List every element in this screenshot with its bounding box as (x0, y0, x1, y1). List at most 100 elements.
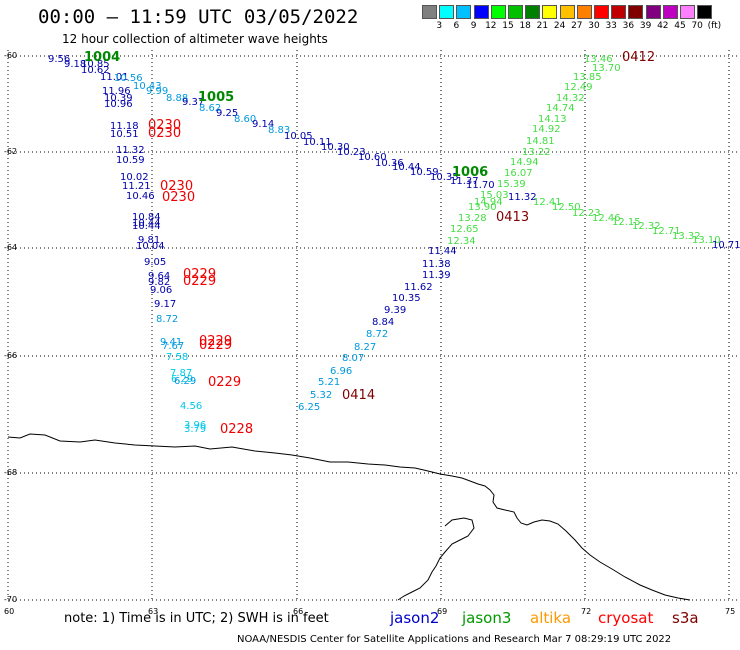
jason3-value-label: 10.59 (410, 167, 439, 178)
color-swatch (628, 5, 644, 19)
cryosat-time-label: 0229 (183, 267, 216, 282)
s3a-value-label: 14.74 (546, 103, 575, 114)
jason3-value-label: 11.01 (100, 72, 129, 83)
s3a-value-label: 6.96 (330, 366, 352, 377)
cryosat-value-label: 10.44 (132, 218, 161, 229)
color-scale-label: 6 (453, 21, 460, 31)
s3a-value-label: 12.46 (592, 213, 621, 224)
cryosat-time-label: 0230 (160, 179, 193, 194)
color-scale-label: 3 (436, 21, 443, 31)
jason3-value-label: 9.18 (64, 59, 86, 70)
color-scale-label: 36 (622, 21, 635, 31)
color-swatch (697, 5, 713, 19)
legend-jason3: jason3 (462, 609, 512, 627)
cryosat-value-label: 11.21 (122, 181, 151, 192)
s3a-value-label: 11.39 (422, 270, 451, 281)
s3a-value-label: 14.92 (532, 124, 561, 135)
color-swatch (456, 5, 472, 19)
cryosat-value-label: 7.87 (170, 368, 192, 379)
cryosat-value-label: 9.82 (148, 277, 170, 288)
jason3-value-label: 8.83 (268, 125, 290, 136)
s3a-value-label: 12.71 (652, 226, 681, 237)
jason3-value-label: 10.35 (430, 172, 459, 183)
color-swatch (559, 5, 575, 19)
s3a-value-label: 12.49 (564, 82, 593, 93)
cryosat-value-label: 8.72 (156, 314, 178, 325)
coastline-inlet-path (397, 517, 475, 601)
cryosat-time-label: 0229 (199, 338, 232, 353)
jason3-value-label: 10.23 (337, 147, 366, 158)
cryosat-time-label: 0230 (162, 190, 195, 205)
color-scale-label: 27 (571, 21, 583, 31)
latitude-label: -66 (4, 351, 17, 360)
jason3-value-label: 9.99 (146, 86, 168, 97)
jason3-time-label: 1006 (452, 165, 488, 180)
color-swatch (508, 5, 523, 19)
jason3-time-label: 1004 (84, 50, 120, 65)
color-swatch (611, 5, 627, 19)
latitude-label: -62 (4, 147, 17, 156)
latitude-label: -68 (4, 468, 17, 477)
color-swatch (525, 5, 541, 19)
color-scale-label: 12 (485, 21, 497, 31)
footer-note: note: 1) Time is in UTC; 2) SWH is in fe… (64, 611, 329, 626)
jason3-value-label: 11.32 (508, 192, 537, 203)
s3a-value-label: 13.70 (592, 63, 621, 74)
s3a-value-label: 10.71 (712, 240, 740, 251)
s3a-value-label: 11.38 (422, 259, 451, 270)
jason3-value-label: 10.96 (104, 99, 133, 110)
cryosat-time-label: 0228 (220, 422, 253, 437)
coastline (7, 433, 691, 601)
s3a-value-label: 12.41 (533, 197, 562, 208)
jason3-value-label: 10.85 (81, 59, 110, 70)
color-swatch (576, 5, 592, 19)
color-scale-label: 33 (605, 21, 617, 31)
s3a-value-label: 9.39 (384, 305, 406, 316)
s3a-value-label: 5.21 (318, 377, 340, 388)
jason3-value-label: 9.25 (216, 108, 238, 119)
s3a-time-label: 0413 (496, 210, 529, 225)
color-scale-label: 45 (674, 21, 686, 31)
color-scale-label: 30 (588, 21, 600, 31)
s3a-value-label: 13.32 (672, 231, 701, 242)
cryosat-time-label: 0229 (208, 375, 241, 390)
legend-altika: altika (530, 609, 572, 627)
jason3-value-label: 9.37 (182, 97, 204, 108)
color-swatch (422, 5, 437, 19)
jason3-value-label: 10.36 (375, 158, 404, 169)
s3a-value-label: 8.27 (354, 342, 376, 353)
color-scale-label: 21 (536, 21, 549, 31)
color-scale-label: 18 (519, 21, 531, 31)
s3a-value-label: 5.32 (310, 390, 332, 401)
color-swatch (645, 5, 661, 19)
color-scale-label: 15 (502, 21, 514, 31)
cryosat-value-label: 11.32 (116, 145, 145, 156)
color-scale-label: 24 (553, 21, 566, 31)
latitude-label: -64 (4, 243, 17, 252)
longitude-label: 75 (725, 607, 735, 616)
cryosat-value-label: 3.96 (184, 420, 206, 431)
color-swatch (439, 5, 455, 19)
s3a-value-label: 10.35 (392, 293, 421, 304)
s3a-value-label: 13.46 (584, 54, 613, 65)
longitude-label: 63 (148, 607, 158, 616)
color-swatch (473, 5, 489, 19)
s3a-value-label: 12.65 (450, 224, 479, 235)
jason3-value-label: 10.30 (321, 142, 350, 153)
jason3-value-label: 8.62 (199, 103, 221, 114)
s3a-value-label: 15.39 (497, 179, 526, 190)
s3a-time-label: 0414 (342, 388, 375, 403)
map-subtitle: 12 hour collection of altimeter wave hei… (62, 32, 328, 46)
cryosat-value-label: 9.06 (150, 285, 172, 296)
s3a-value-label: 13.10 (692, 235, 721, 246)
jason3-value-label: 11.96 (102, 86, 131, 97)
color-scale-label: 42 (657, 21, 669, 31)
cryosat-value-label: 6.29 (174, 376, 196, 387)
s3a-value-label: 12.34 (447, 236, 476, 247)
jason3-value-label: 9.14 (252, 119, 274, 130)
cryosat-time-label: 0230 (148, 118, 181, 133)
graticule: -60 -62 -64 -66 -68 -70 60 63 66 69 72 75 (4, 50, 738, 616)
cryosat-value-label: 7.67 (162, 341, 184, 352)
